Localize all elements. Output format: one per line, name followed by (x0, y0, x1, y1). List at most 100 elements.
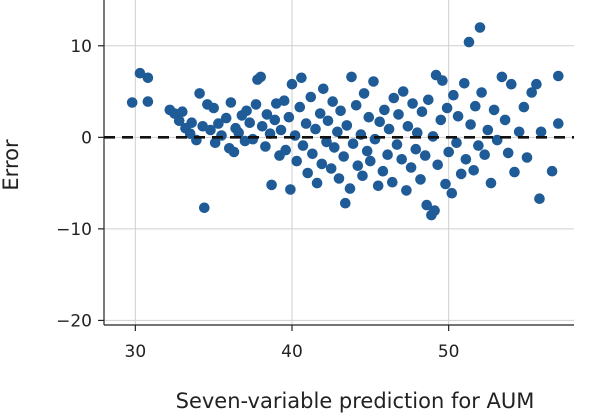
data-point (496, 71, 508, 83)
data-point (470, 100, 481, 112)
data-point (338, 151, 350, 162)
data-point (286, 78, 298, 90)
data-point (340, 197, 351, 209)
data-point (405, 162, 417, 173)
data-point (213, 118, 224, 129)
data-point (186, 117, 197, 128)
data-point (327, 96, 339, 107)
x-tick-labels: 30 40 50 (125, 342, 460, 362)
data-point (296, 72, 307, 84)
data-point (314, 108, 326, 119)
data-point (546, 165, 558, 177)
data-point (446, 187, 458, 199)
data-point (341, 120, 353, 131)
data-point (379, 104, 390, 116)
data-point (291, 155, 303, 167)
x-tick-label: 30 (125, 342, 147, 362)
data-point (415, 174, 426, 185)
axes (98, 0, 574, 331)
grid-layer (104, 0, 574, 325)
data-point (401, 185, 412, 196)
data-point (468, 165, 480, 176)
data-point (473, 140, 484, 151)
data-point (307, 148, 318, 160)
data-point (388, 92, 400, 104)
data-point (416, 106, 428, 117)
data-point (421, 199, 433, 211)
data-point (205, 124, 216, 136)
data-point (228, 146, 240, 158)
data-point (397, 86, 409, 97)
data-point (437, 75, 448, 86)
x-tick-label: 50 (438, 342, 460, 362)
data-point (220, 112, 232, 124)
data-point (322, 115, 334, 127)
data-point (485, 177, 497, 189)
data-point (393, 109, 404, 120)
data-point (347, 138, 359, 149)
data-point (244, 117, 255, 128)
data-point (441, 102, 453, 114)
data-point (333, 173, 345, 184)
data-point (435, 114, 447, 126)
data-point (402, 121, 414, 132)
data-point (553, 70, 564, 82)
data-point (318, 83, 329, 95)
data-point (352, 160, 364, 171)
data-point (513, 126, 525, 138)
data-point (482, 124, 494, 136)
y-tick-label: −10 (56, 220, 92, 240)
data-point (310, 123, 321, 135)
data-point (407, 98, 418, 109)
data-point (455, 168, 467, 180)
data-point (325, 163, 337, 174)
data-point (499, 114, 511, 126)
data-point (266, 179, 277, 191)
data-point (387, 176, 398, 188)
y-tick-labels: 10 0 −10 −20 (56, 37, 92, 332)
data-point (300, 118, 312, 129)
data-point (297, 140, 309, 151)
data-point (216, 130, 227, 141)
data-point (275, 124, 287, 136)
data-point (283, 111, 295, 123)
data-point (358, 88, 370, 99)
data-point (142, 72, 154, 84)
y-tick-label: 10 (70, 37, 92, 57)
data-point (302, 167, 314, 179)
data-point (452, 111, 464, 122)
data-point (488, 104, 500, 116)
data-point (280, 144, 292, 156)
data-point (429, 205, 440, 216)
data-point (448, 89, 459, 101)
data-point (350, 100, 362, 111)
data-point (377, 165, 389, 177)
data-point (396, 154, 408, 165)
data-point (177, 106, 188, 117)
data-point (451, 137, 462, 149)
data-point (233, 127, 244, 138)
data-point (369, 133, 381, 145)
data-point (209, 137, 221, 149)
data-point (142, 96, 154, 107)
data-point (531, 78, 542, 90)
data-point (269, 114, 281, 126)
data-point (357, 170, 368, 182)
data-point (321, 136, 332, 148)
data-point (391, 139, 403, 150)
y-tick-label: −20 (56, 311, 92, 331)
data-point (332, 126, 343, 138)
data-point (502, 147, 514, 159)
data-point (440, 178, 451, 190)
data-point (506, 78, 517, 90)
data-points (126, 22, 564, 221)
data-point (255, 71, 266, 83)
data-point (250, 99, 262, 110)
data-point (173, 115, 185, 127)
data-point (474, 22, 486, 33)
data-point (199, 202, 210, 214)
x-axis-title: Seven-variable prediction for AUM (176, 389, 535, 413)
data-point (208, 102, 219, 114)
data-point (194, 88, 205, 99)
